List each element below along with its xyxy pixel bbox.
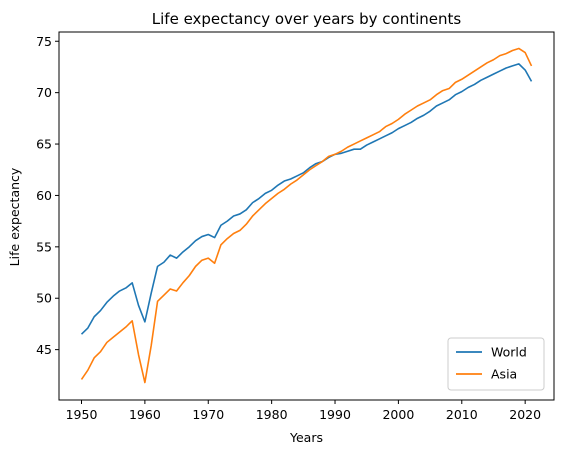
- series-layer: [80, 47, 533, 384]
- plot-frame: [58, 31, 555, 401]
- x-tick-label: 2020: [509, 407, 541, 422]
- x-tick-label: 2000: [382, 407, 414, 422]
- x-tick-label: 1970: [192, 407, 224, 422]
- legend-label-world: World: [491, 345, 527, 360]
- x-tick-label: 1960: [129, 407, 161, 422]
- legend: World Asia: [447, 337, 545, 391]
- series-line-asia: [80, 47, 533, 384]
- y-tick-label: 65: [36, 137, 52, 152]
- y-tick-label: 45: [36, 342, 52, 357]
- x-axis-label: Years: [289, 430, 323, 445]
- x-tick-label: 2010: [446, 407, 478, 422]
- x-axis-ticks: 1950 1960 1970 1980 1990 2000 2010 2020: [66, 400, 541, 422]
- chart-title: Life expectancy over years by continents: [152, 10, 462, 28]
- y-tick-label: 50: [36, 291, 52, 306]
- y-tick-label: 55: [36, 239, 52, 254]
- y-tick-label: 75: [36, 34, 52, 49]
- y-tick-label: 70: [36, 85, 52, 100]
- legend-label-asia: Asia: [491, 367, 517, 382]
- x-tick-label: 1950: [66, 407, 98, 422]
- x-tick-label: 1990: [319, 407, 351, 422]
- x-tick-label: 1980: [256, 407, 288, 422]
- y-tick-label: 60: [36, 188, 52, 203]
- y-axis-ticks: 45 50 55 60 65 70 75: [36, 34, 59, 357]
- y-axis-label: Life expectancy: [7, 167, 22, 266]
- legend-box: [447, 337, 545, 391]
- series-line-world: [80, 63, 533, 335]
